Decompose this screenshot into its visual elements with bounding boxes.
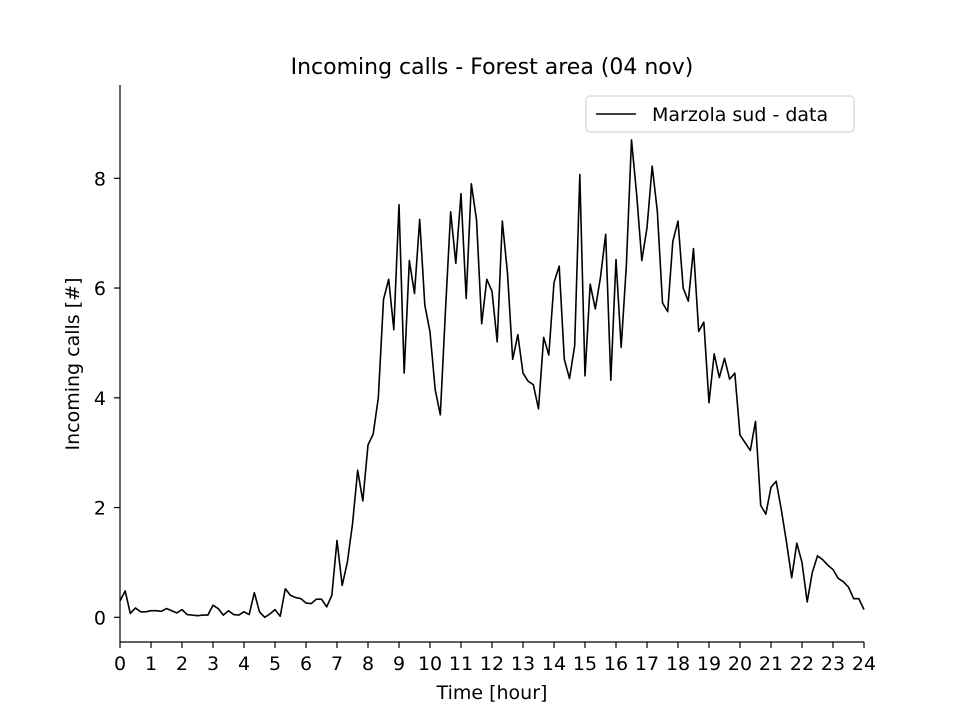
x-tick-label: 20 — [728, 653, 752, 675]
x-axis-ticks: 0 1 2 3 4 5 6 7 8 9 10 11 12 13 14 15 16 17 18 19 20 21 22 23 24 — [114, 642, 876, 675]
y-tick-label: 2 — [94, 498, 106, 520]
x-tick-label: 21 — [759, 653, 783, 675]
x-tick-label: 0 — [114, 653, 126, 675]
x-tick-label: 11 — [449, 653, 473, 675]
legend: Marzola sud - data — [585, 95, 855, 133]
y-axis-label: Incoming calls [#] — [62, 278, 84, 451]
y-axis-ticks: 0 2 4 6 8 — [94, 168, 120, 629]
x-tick-label: 13 — [511, 653, 535, 675]
x-tick-label: 10 — [418, 653, 442, 675]
x-tick-label: 3 — [207, 653, 219, 675]
y-tick-label: 6 — [94, 278, 106, 300]
x-tick-label: 15 — [573, 653, 597, 675]
x-axis-label: Time [hour] — [436, 682, 548, 704]
y-tick-label: 4 — [94, 388, 106, 410]
x-tick-label: 14 — [542, 653, 566, 675]
x-tick-label: 7 — [331, 653, 343, 675]
x-tick-label: 22 — [790, 653, 814, 675]
legend-box — [585, 95, 855, 133]
x-tick-label: 8 — [362, 653, 374, 675]
series-line-marzola-sud — [119, 139, 865, 619]
y-tick-label: 8 — [94, 168, 106, 190]
x-tick-label: 1 — [145, 653, 157, 675]
x-tick-label: 5 — [269, 653, 281, 675]
x-tick-label: 6 — [300, 653, 312, 675]
x-tick-label: 19 — [697, 653, 721, 675]
x-tick-label: 18 — [666, 653, 690, 675]
legend-label: Marzola sud - data — [652, 104, 828, 126]
plot-area — [119, 139, 865, 619]
chart-title: Incoming calls - Forest area (04 nov) — [291, 55, 694, 80]
x-tick-label: 2 — [176, 653, 188, 675]
x-tick-label: 23 — [821, 653, 845, 675]
x-tick-label: 12 — [480, 653, 504, 675]
x-tick-label: 16 — [604, 653, 628, 675]
x-tick-label: 9 — [393, 653, 405, 675]
y-tick-label: 0 — [94, 607, 106, 629]
x-tick-label: 17 — [635, 653, 659, 675]
x-tick-label: 24 — [852, 653, 876, 675]
x-tick-label: 4 — [238, 653, 250, 675]
